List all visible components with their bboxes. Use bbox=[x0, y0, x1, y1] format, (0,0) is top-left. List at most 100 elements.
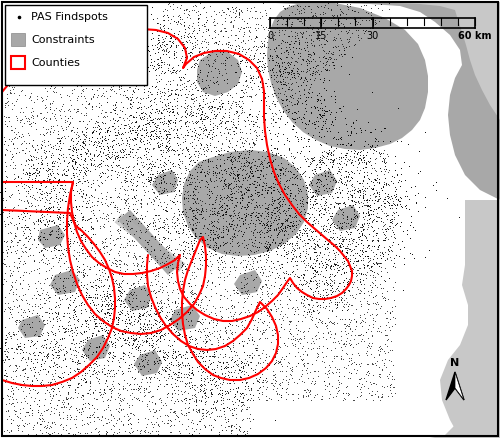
Point bbox=[162, 246, 170, 253]
Point bbox=[126, 127, 134, 134]
Point bbox=[74, 277, 82, 284]
Point bbox=[90, 325, 98, 332]
Point bbox=[127, 334, 135, 341]
Point bbox=[316, 293, 324, 300]
Point bbox=[344, 195, 352, 202]
Point bbox=[216, 407, 224, 414]
Point bbox=[44, 109, 52, 116]
Point bbox=[209, 125, 217, 132]
Point bbox=[354, 267, 362, 274]
Point bbox=[322, 381, 330, 389]
Point bbox=[110, 116, 118, 123]
Point bbox=[298, 20, 306, 27]
Point bbox=[274, 206, 282, 213]
Point bbox=[175, 211, 183, 218]
Point bbox=[30, 177, 38, 184]
Point bbox=[306, 244, 314, 251]
Point bbox=[154, 265, 162, 272]
Point bbox=[160, 162, 168, 169]
Point bbox=[355, 233, 363, 240]
Point bbox=[95, 163, 103, 170]
Point bbox=[191, 340, 199, 347]
Point bbox=[4, 399, 12, 406]
Point bbox=[226, 61, 234, 68]
Point bbox=[138, 330, 146, 337]
Point bbox=[38, 312, 46, 319]
Point bbox=[52, 134, 60, 141]
Point bbox=[186, 49, 194, 56]
Point bbox=[118, 137, 126, 144]
Point bbox=[126, 100, 134, 107]
Point bbox=[226, 423, 234, 430]
Point bbox=[33, 113, 41, 120]
Point bbox=[270, 300, 278, 307]
Point bbox=[189, 187, 197, 194]
Point bbox=[186, 139, 194, 146]
Point bbox=[302, 78, 310, 85]
Point bbox=[294, 69, 302, 76]
Point bbox=[46, 129, 54, 136]
Point bbox=[260, 262, 268, 269]
Point bbox=[74, 170, 82, 177]
Point bbox=[65, 120, 73, 127]
Point bbox=[394, 241, 402, 248]
Point bbox=[98, 294, 106, 301]
Point bbox=[155, 396, 163, 403]
Point bbox=[3, 249, 11, 256]
Point bbox=[107, 245, 115, 252]
Point bbox=[196, 353, 204, 360]
Point bbox=[76, 133, 84, 140]
Point bbox=[174, 294, 182, 301]
Point bbox=[191, 233, 199, 240]
Point bbox=[306, 346, 314, 353]
Point bbox=[284, 43, 292, 50]
Point bbox=[338, 380, 345, 387]
Point bbox=[176, 255, 184, 262]
Point bbox=[203, 178, 211, 185]
Point bbox=[26, 389, 34, 396]
Point bbox=[99, 283, 107, 290]
Point bbox=[172, 18, 180, 25]
Point bbox=[384, 245, 392, 252]
Point bbox=[138, 328, 145, 336]
Point bbox=[250, 37, 258, 44]
Point bbox=[132, 93, 140, 100]
Point bbox=[174, 215, 182, 223]
Point bbox=[184, 78, 192, 85]
Point bbox=[312, 257, 320, 264]
Point bbox=[336, 134, 344, 141]
Point bbox=[129, 280, 137, 287]
Point bbox=[322, 201, 330, 208]
Point bbox=[197, 116, 205, 123]
Point bbox=[187, 283, 195, 290]
Point bbox=[144, 187, 152, 194]
Point bbox=[282, 268, 290, 275]
Point bbox=[322, 116, 330, 123]
Point bbox=[96, 134, 104, 141]
Point bbox=[119, 406, 127, 413]
Point bbox=[158, 223, 166, 230]
Point bbox=[134, 380, 141, 387]
Point bbox=[295, 231, 303, 238]
Point bbox=[45, 259, 53, 266]
Point bbox=[226, 184, 234, 191]
Point bbox=[344, 329, 352, 336]
Point bbox=[250, 141, 258, 148]
Point bbox=[344, 241, 352, 248]
Point bbox=[238, 230, 246, 237]
Point bbox=[66, 120, 74, 127]
Point bbox=[390, 303, 398, 310]
Point bbox=[198, 37, 206, 44]
Point bbox=[360, 226, 368, 233]
Point bbox=[242, 290, 250, 297]
Point bbox=[337, 178, 345, 185]
Point bbox=[185, 383, 193, 390]
Point bbox=[250, 203, 258, 210]
Point bbox=[227, 19, 235, 26]
Point bbox=[7, 311, 15, 318]
Point bbox=[182, 349, 190, 356]
Point bbox=[336, 175, 344, 182]
Point bbox=[252, 387, 260, 394]
Point bbox=[72, 340, 80, 347]
Point bbox=[184, 243, 192, 250]
